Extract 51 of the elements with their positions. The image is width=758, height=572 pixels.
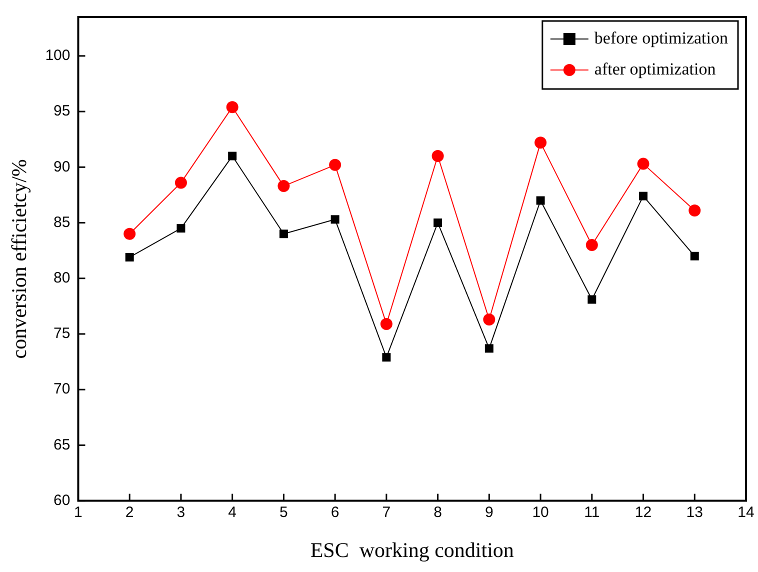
point [536, 196, 545, 205]
point [639, 192, 648, 200]
point [688, 204, 701, 217]
point [124, 228, 136, 240]
y-axis-title: conversion efficietcy/% [7, 159, 32, 359]
y-tick-label: 80 [54, 270, 70, 287]
point [174, 176, 187, 189]
point [380, 318, 392, 330]
x-tick-label: 12 [634, 504, 652, 521]
y-tick-label: 65 [54, 436, 70, 454]
x-tick-label: 1 [74, 504, 82, 521]
point [432, 150, 444, 162]
y-tick-label: 90 [54, 158, 70, 176]
y-tick-label: 95 [54, 102, 70, 120]
point [125, 252, 134, 262]
point [690, 252, 699, 260]
x-tick-label: 2 [125, 504, 134, 521]
x-tick-label: 8 [434, 504, 442, 521]
y-tick-label: 75 [54, 325, 70, 342]
x-tick-label: 4 [228, 504, 236, 521]
x-tick-label: 14 [738, 504, 754, 521]
x-tick-label: 5 [280, 504, 288, 521]
x-tick-label: 11 [584, 504, 600, 521]
y-tick-label: 100 [45, 47, 70, 64]
y-tick-label: 60 [54, 492, 70, 509]
x-tick-label: 3 [176, 504, 186, 521]
point [586, 239, 598, 251]
y-tick-label: 70 [54, 380, 70, 398]
point [534, 136, 547, 149]
x-tick-label: 6 [330, 504, 340, 521]
point [483, 314, 496, 326]
x-tick-label: 7 [382, 504, 391, 521]
point [434, 218, 442, 227]
point [176, 224, 186, 233]
point [588, 295, 596, 304]
point [278, 180, 290, 192]
legend-label: before optimization [594, 28, 728, 48]
x-tick-label: 13 [686, 504, 703, 521]
point [382, 353, 391, 362]
x-tick-label: 9 [484, 504, 494, 521]
point [329, 158, 342, 171]
x-tick-label: 10 [532, 504, 549, 521]
point [228, 152, 237, 160]
y-tick-label: 85 [54, 214, 70, 231]
point [330, 215, 340, 224]
point [279, 230, 288, 238]
point [484, 344, 494, 353]
legend-label: after optimization [594, 59, 716, 78]
x-axis-title: ESC working condition [310, 538, 514, 562]
point [226, 101, 238, 114]
point [637, 158, 650, 170]
